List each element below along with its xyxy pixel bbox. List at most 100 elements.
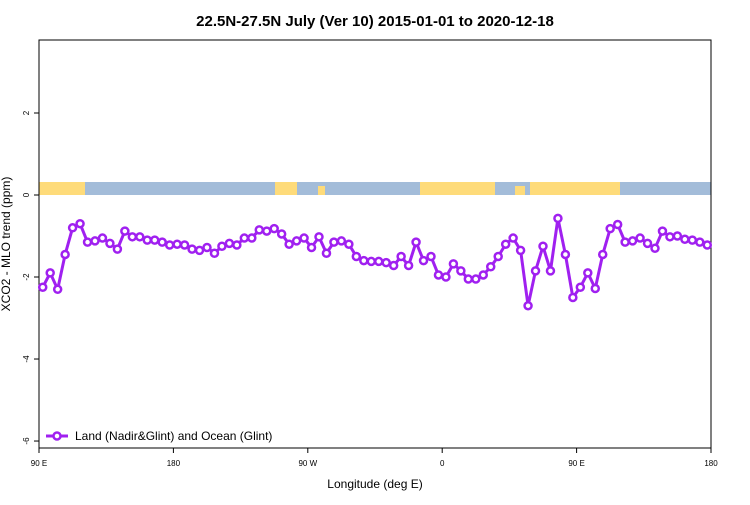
data-point bbox=[538, 241, 548, 252]
data-point bbox=[493, 251, 503, 262]
y-tick-label: -6 bbox=[22, 437, 31, 445]
data-point bbox=[97, 233, 108, 243]
data-point bbox=[67, 223, 78, 233]
data-point bbox=[627, 236, 638, 246]
data-point bbox=[37, 282, 48, 293]
x-tick-label: 90 W bbox=[298, 459, 317, 468]
data-point bbox=[344, 239, 354, 249]
data-point bbox=[680, 234, 690, 245]
data-point bbox=[388, 260, 399, 271]
data-point bbox=[478, 270, 489, 280]
data-point bbox=[448, 259, 459, 269]
data-point bbox=[194, 245, 205, 256]
data-point bbox=[530, 266, 541, 276]
data-point bbox=[672, 231, 683, 241]
data-point bbox=[560, 249, 571, 260]
data-point bbox=[411, 237, 421, 247]
data-point bbox=[179, 240, 190, 250]
data-point bbox=[553, 213, 563, 224]
data-point bbox=[306, 242, 317, 253]
data-point bbox=[127, 232, 138, 242]
data-point bbox=[508, 233, 518, 243]
data-point bbox=[441, 272, 451, 282]
data-point bbox=[90, 236, 100, 246]
data-point bbox=[650, 243, 660, 254]
data-point bbox=[45, 268, 55, 278]
data-point bbox=[433, 270, 444, 280]
data-point bbox=[590, 283, 601, 294]
data-point bbox=[545, 266, 556, 276]
data-point bbox=[172, 239, 182, 249]
data-point bbox=[396, 251, 406, 262]
data-point bbox=[314, 232, 324, 242]
legend-label: Land (Nadir&Glint) and Ocean (Glint) bbox=[75, 429, 272, 443]
x-tick-label: 180 bbox=[704, 459, 718, 468]
data-point bbox=[612, 219, 623, 230]
data-point bbox=[500, 239, 511, 249]
y-tick-label: 0 bbox=[22, 192, 31, 197]
data-point bbox=[381, 257, 391, 268]
data-point bbox=[60, 249, 70, 260]
data-point bbox=[665, 232, 675, 242]
data-point bbox=[351, 251, 362, 262]
data-point bbox=[321, 248, 332, 258]
data-point bbox=[157, 237, 167, 247]
data-point bbox=[105, 238, 115, 249]
data-point bbox=[373, 256, 384, 267]
data-point bbox=[463, 274, 474, 284]
data-point bbox=[142, 235, 153, 245]
plot-frame bbox=[38, 39, 712, 449]
data-point bbox=[112, 244, 123, 254]
legend: Land (Nadir&Glint) and Ocean (Glint) bbox=[42, 425, 287, 445]
data-point bbox=[456, 266, 466, 276]
data-point bbox=[605, 223, 615, 234]
data-point bbox=[702, 240, 713, 250]
data-point bbox=[515, 245, 526, 256]
data-point bbox=[269, 223, 279, 234]
data-point bbox=[276, 229, 287, 239]
land-ocean-strip bbox=[39, 182, 711, 195]
data-point bbox=[403, 260, 414, 271]
data-point bbox=[120, 226, 130, 236]
data-point bbox=[291, 236, 302, 246]
data-point bbox=[82, 237, 93, 247]
data-point bbox=[620, 237, 630, 247]
data-point bbox=[575, 282, 586, 293]
x-tick-label: 0 bbox=[440, 459, 445, 468]
legend-marker bbox=[52, 431, 62, 441]
data-point bbox=[568, 292, 578, 303]
data-point bbox=[418, 255, 429, 266]
data-point bbox=[523, 300, 533, 311]
data-point bbox=[239, 233, 250, 243]
data-point bbox=[635, 233, 645, 243]
x-tick-label: 90 E bbox=[31, 459, 47, 468]
data-point bbox=[149, 235, 160, 245]
data-point bbox=[695, 237, 705, 247]
data-point bbox=[471, 274, 481, 284]
data-point bbox=[336, 236, 347, 246]
data-point bbox=[202, 242, 212, 253]
data-point bbox=[187, 244, 197, 254]
data-point bbox=[164, 240, 175, 250]
data-point bbox=[485, 262, 496, 272]
data-point bbox=[299, 233, 309, 243]
legend-box bbox=[42, 425, 287, 445]
data-point bbox=[583, 268, 593, 278]
data-point bbox=[284, 239, 294, 249]
data-point bbox=[52, 284, 63, 295]
chart-title: 22.5N-27.5N July (Ver 10) 2015-01-01 to … bbox=[196, 13, 554, 30]
data-point bbox=[224, 238, 235, 249]
data-point bbox=[687, 235, 698, 245]
y-axis-label: XCO2 - MLO trend (ppm) bbox=[0, 177, 13, 312]
data-point bbox=[232, 240, 242, 250]
y-tick-label: -4 bbox=[22, 355, 31, 363]
data-point bbox=[247, 233, 257, 243]
data-point bbox=[209, 248, 220, 258]
x-tick-label: 180 bbox=[167, 459, 181, 468]
y-tick-label: 2 bbox=[22, 110, 31, 115]
data-point bbox=[597, 249, 608, 260]
data-point bbox=[657, 226, 668, 236]
data-point bbox=[359, 255, 369, 266]
data-point bbox=[261, 226, 272, 236]
